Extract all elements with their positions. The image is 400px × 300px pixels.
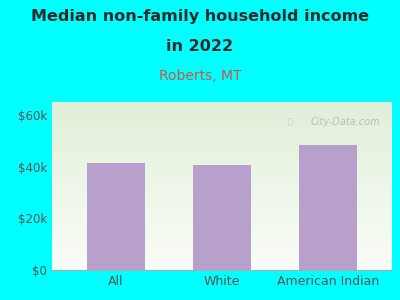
Bar <box>299 145 358 270</box>
Text: City-Data.com: City-Data.com <box>310 117 380 127</box>
Text: Median non-family household income: Median non-family household income <box>31 9 369 24</box>
Text: in 2022: in 2022 <box>166 39 234 54</box>
Text: 🔍: 🔍 <box>288 118 292 127</box>
Text: Roberts, MT: Roberts, MT <box>159 69 241 83</box>
Bar <box>86 163 145 270</box>
Bar <box>193 165 251 270</box>
